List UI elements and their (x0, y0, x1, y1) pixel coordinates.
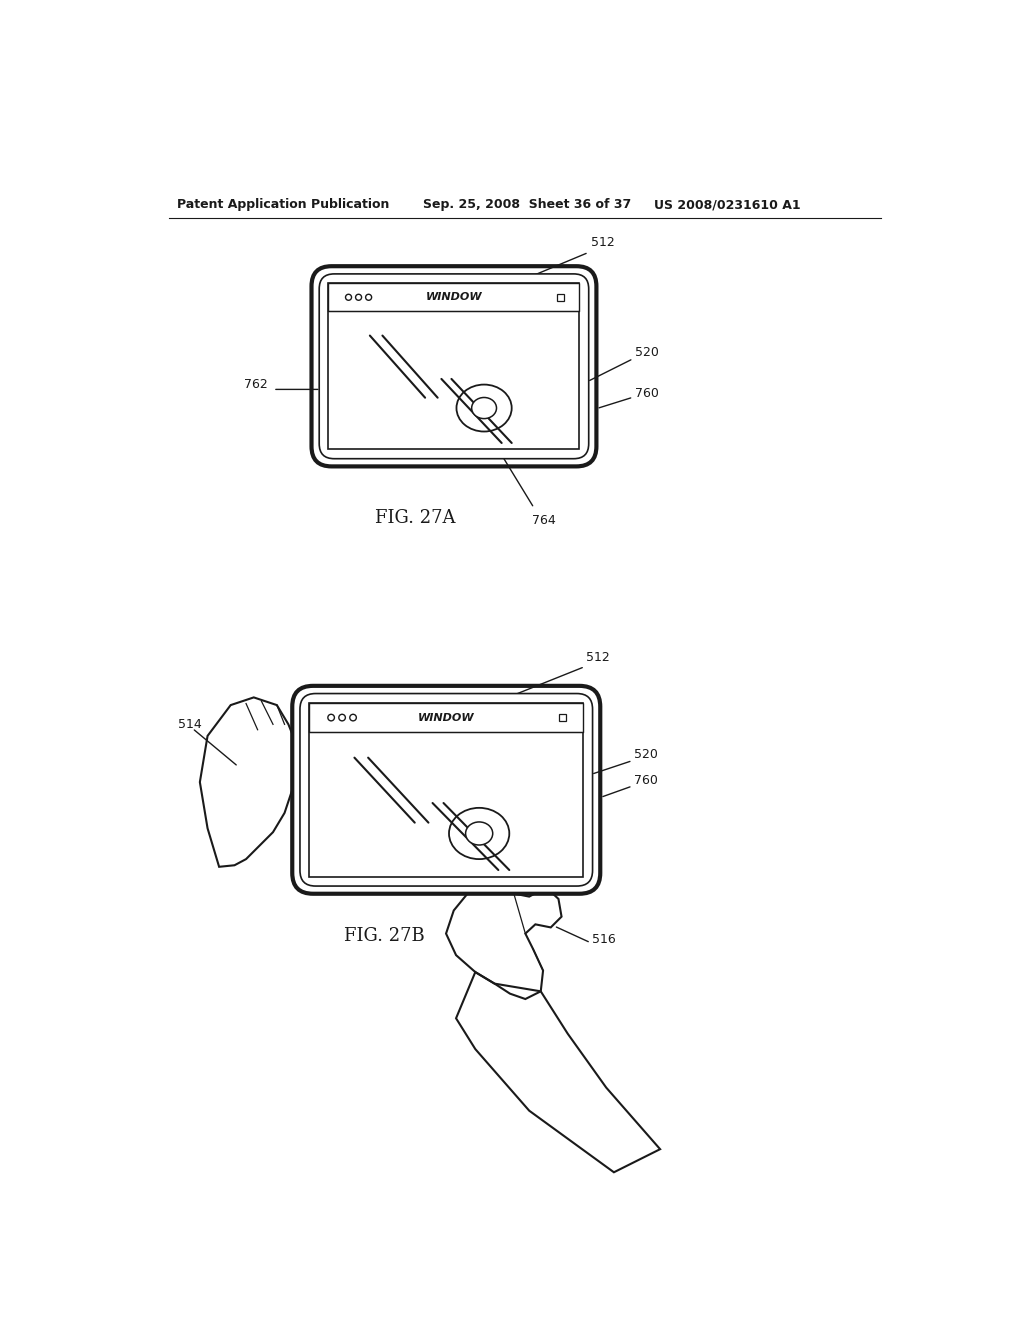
Ellipse shape (466, 822, 493, 845)
Text: US 2008/0231610 A1: US 2008/0231610 A1 (654, 198, 801, 211)
Ellipse shape (472, 397, 497, 418)
Text: 760: 760 (635, 387, 658, 400)
Text: Sep. 25, 2008  Sheet 36 of 37: Sep. 25, 2008 Sheet 36 of 37 (423, 198, 632, 211)
Text: 514: 514 (178, 718, 202, 731)
Text: 520: 520 (635, 346, 658, 359)
Text: 520: 520 (634, 748, 658, 760)
Ellipse shape (449, 808, 509, 859)
FancyBboxPatch shape (300, 693, 593, 886)
Ellipse shape (457, 384, 512, 432)
FancyBboxPatch shape (292, 686, 600, 894)
Bar (329, 284, 580, 449)
Text: 512: 512 (591, 236, 614, 249)
FancyBboxPatch shape (319, 275, 589, 459)
Bar (329, 284, 580, 312)
Text: 512: 512 (587, 651, 610, 664)
Text: WINDOW: WINDOW (426, 292, 482, 302)
Text: 764: 764 (531, 515, 556, 527)
Bar (309, 702, 584, 876)
Text: WINDOW: WINDOW (418, 713, 474, 722)
Text: Patent Application Publication: Patent Application Publication (177, 198, 389, 211)
Text: 762: 762 (244, 379, 267, 391)
Bar (559, 714, 566, 722)
FancyBboxPatch shape (311, 267, 596, 466)
Text: FIG. 27B: FIG. 27B (344, 927, 425, 945)
Text: 760: 760 (634, 774, 658, 787)
Bar (309, 702, 584, 733)
Text: 516: 516 (592, 933, 616, 946)
Bar (557, 294, 564, 301)
Text: FIG. 27A: FIG. 27A (375, 508, 456, 527)
